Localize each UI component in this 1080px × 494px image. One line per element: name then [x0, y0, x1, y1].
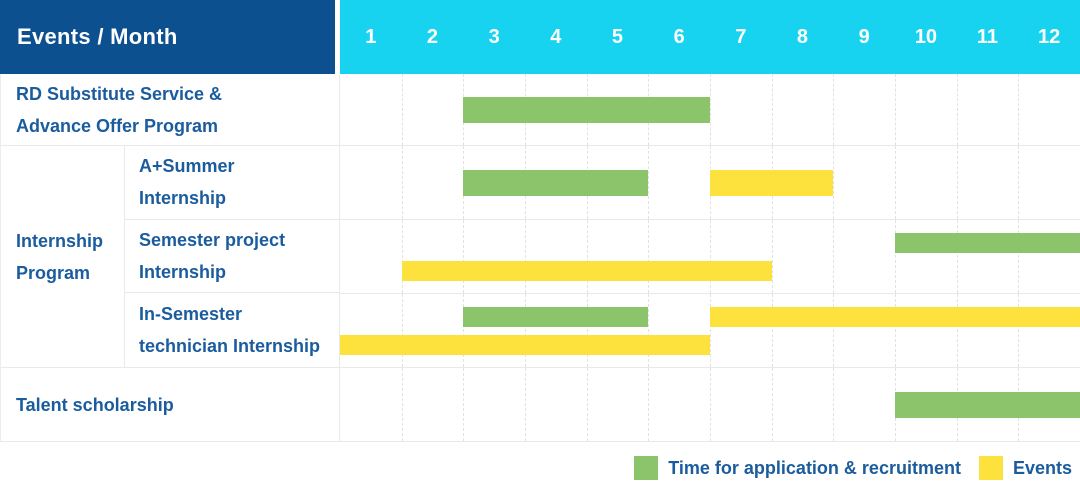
month-gridline: [463, 368, 465, 441]
month-gridline: [648, 146, 650, 219]
month-gridline: [648, 368, 650, 441]
legend-label-events: Events: [1012, 457, 1072, 478]
month-gridline: [710, 220, 711, 293]
month-tick: 5: [611, 25, 624, 48]
chart-row: [340, 294, 1080, 368]
month-axis: 1 2 3 4 5 6 7 8 9 10 11 12: [340, 0, 1080, 74]
month-gridline: [710, 368, 711, 441]
green-gantt-bar: [895, 391, 1080, 418]
month-gridline: [648, 220, 650, 293]
month-tick: 9: [858, 25, 870, 48]
month-gridline: [1018, 74, 1020, 145]
yellow-gantt-bar: [401, 261, 772, 281]
month-gridline: [525, 220, 526, 293]
month-gridline: [956, 74, 958, 145]
month-gridline: [463, 294, 465, 367]
internship-program-group: Internship Program A+Summer Internship S…: [1, 146, 340, 368]
month-gridline: [1018, 220, 1020, 293]
month-gridline: [710, 294, 711, 367]
month-gridline: [895, 74, 896, 145]
month-gridline: [586, 368, 588, 441]
month-tick: 1: [365, 25, 377, 48]
yellow-swatch-icon: [978, 456, 1003, 480]
month-gridline: [771, 74, 773, 145]
chart-row: [340, 368, 1080, 442]
month-gridline: [956, 220, 958, 293]
month-gridline: [401, 146, 403, 219]
legend-label-application: Time for application & recruitment: [668, 457, 961, 478]
month-gridline: [895, 146, 896, 219]
month-gridline: [1018, 294, 1020, 367]
month-gridline: [586, 294, 588, 367]
row-label-semester-project-internship: Semester project Internship: [125, 220, 339, 294]
month-gridline: [710, 74, 711, 145]
row-label-in-semester-technician-internship: In-Semester technician Internship: [139, 304, 321, 357]
month-gridline: [833, 146, 835, 219]
yellow-gantt-bar: [710, 307, 1080, 327]
events-month-header-cell: Events / Month: [0, 0, 335, 74]
row-label-column: RD Substitute Service & Advance Offer Pr…: [0, 74, 340, 442]
row-label-talent-scholarship: Talent scholarship: [1, 368, 340, 442]
month-tick: 6: [673, 25, 685, 48]
month-gridline: [401, 74, 403, 145]
green-gantt-bar: [463, 96, 710, 123]
month-tick: 10: [914, 25, 937, 48]
chart-row: [340, 74, 1080, 146]
legend-item-application: Time for application & recruitment: [634, 456, 961, 480]
row-label-a-summer-internship: A+Summer Internship: [125, 146, 339, 220]
green-swatch-icon: [634, 456, 659, 480]
month-gridline: [525, 294, 526, 367]
month-gridline: [1018, 146, 1020, 219]
month-gridline: [401, 294, 403, 367]
month-tick: 4: [550, 25, 562, 48]
month-tick: 11: [976, 25, 999, 48]
gantt-body: RD Substitute Service & Advance Offer Pr…: [0, 74, 1080, 442]
month-gridline: [833, 294, 835, 367]
month-gridline: [956, 294, 958, 367]
month-tick: 7: [735, 25, 747, 48]
month-gridline: [771, 368, 773, 441]
month-tick: 12: [1038, 25, 1061, 48]
month-gridline: [401, 220, 403, 293]
row-label-rd-substitute: RD Substitute Service & Advance Offer Pr…: [1, 74, 340, 146]
month-gridline: [648, 294, 650, 367]
month-gridline: [463, 220, 465, 293]
month-gridline: [401, 368, 403, 441]
yellow-gantt-bar: [710, 169, 834, 196]
header-row: Events / Month 1 2 3 4 5 6 7 8 9 10 11 12: [0, 0, 1080, 74]
sub-label-column: A+Summer Internship Semester project Int…: [125, 146, 340, 367]
green-gantt-bar: [463, 169, 649, 196]
yellow-gantt-bar: [340, 335, 710, 355]
month-tick: 2: [426, 25, 439, 48]
month-gridline: [895, 220, 896, 293]
green-gantt-bar: [463, 307, 649, 327]
month-gridline: [833, 368, 835, 441]
month-tick: 3: [488, 25, 500, 48]
month-tick: 8: [796, 25, 809, 48]
month-gridline: [895, 294, 896, 367]
green-gantt-bar: [895, 233, 1080, 253]
month-gridline: [833, 74, 835, 145]
group-label-internship-program: Internship Program: [1, 146, 125, 367]
month-gridline: [525, 368, 526, 441]
month-gridline: [771, 220, 773, 293]
month-gridline: [586, 220, 588, 293]
month-gridline: [833, 220, 835, 293]
chart-row: [340, 220, 1080, 294]
chart-area: [340, 74, 1080, 442]
month-gridline: [956, 146, 958, 219]
legend-item-events: Events: [978, 456, 1072, 480]
chart-row: [340, 146, 1080, 220]
month-gridline: [771, 294, 773, 367]
legend: Time for application & recruitment Event…: [0, 442, 1080, 494]
